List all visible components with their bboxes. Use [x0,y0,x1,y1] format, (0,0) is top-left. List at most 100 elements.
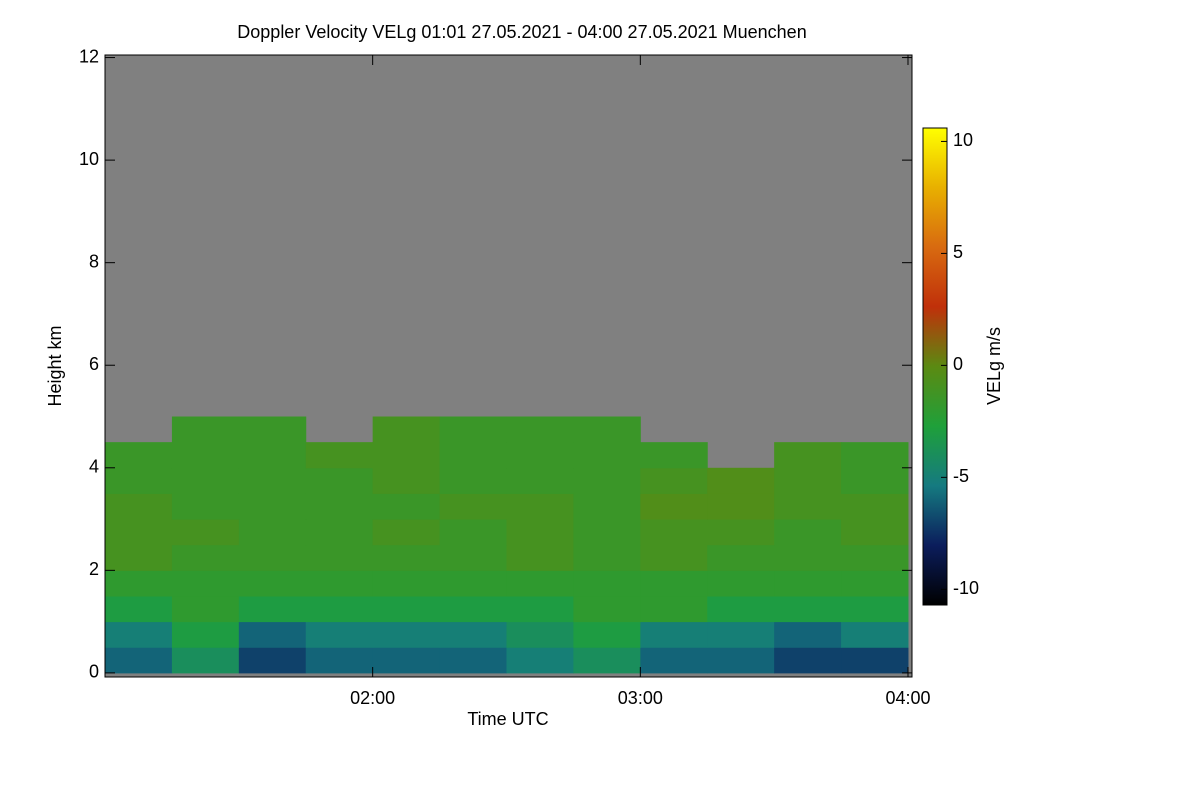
colorbar-tick-label: 0 [953,354,963,374]
heat-cell [841,595,909,623]
heat-cell [640,493,708,520]
heat-cell [305,621,374,648]
heat-cell [171,416,240,443]
heat-cell [305,467,374,494]
heat-cell [105,621,173,648]
heat-cell [506,570,574,597]
heat-cell [439,595,507,623]
y-tick-label: 0 [89,662,99,682]
heat-cell [841,493,909,520]
heat-cell [238,416,307,443]
heat-cell [372,544,441,571]
heat-cell [439,416,507,443]
y-tick-label: 8 [89,251,99,271]
colorbar-tick-label: -5 [953,466,969,486]
heat-cell [105,442,173,469]
heat-cell [841,519,909,546]
heat-cell [707,621,775,648]
heat-cell [439,493,507,520]
heat-cell [171,442,240,469]
heat-cell [238,519,307,546]
heat-cell [105,595,173,623]
heat-cell [105,647,173,674]
heat-cell [774,621,842,648]
heat-cell [305,647,374,674]
heat-cell [841,442,909,469]
heat-cell [439,519,507,546]
heat-cell [238,467,307,494]
heat-cell [439,544,507,571]
x-tick-label: 03:00 [618,688,663,708]
heat-cell [774,570,842,597]
heat-cell [640,467,708,494]
heat-cell [640,544,708,571]
heat-cell [506,595,574,623]
y-tick-label: 10 [79,149,99,169]
heat-cell [171,493,240,520]
heat-cell [105,467,173,494]
colorbar-tick-label: 10 [953,130,973,150]
heat-cell [573,621,641,648]
heat-cell [372,442,441,469]
heat-cell [774,519,842,546]
plot-frame [104,54,913,678]
heat-cell [573,442,641,469]
colorbar-label: VELg m/s [984,327,1004,405]
heat-cell [506,621,574,648]
heat-cell [774,467,842,494]
heat-cell [640,442,708,469]
heat-cell [573,544,641,571]
heat-cell [372,519,441,546]
heat-cell [841,467,909,494]
heat-cell [305,519,374,546]
heat-cell [439,570,507,597]
y-tick-label: 6 [89,354,99,374]
heat-cell [640,519,708,546]
heat-cell [841,570,909,597]
heat-cell [238,442,307,469]
heat-cell [238,595,307,623]
heat-cell [372,493,441,520]
heat-cell [305,595,374,623]
heat-cell [439,647,507,674]
heat-cell [305,544,374,571]
heat-cell [238,493,307,520]
heat-cell [573,467,641,494]
heat-cell [305,442,374,469]
y-tick-label: 2 [89,559,99,579]
heat-cell [573,416,641,443]
chart-title: Doppler Velocity VELg 01:01 27.05.2021 -… [237,22,806,42]
heat-cell [171,544,240,571]
heat-cell [573,595,641,623]
heat-cell [171,570,240,597]
heat-cell [439,621,507,648]
heat-cell [707,467,775,494]
colorbar-tick-label: 5 [953,242,963,262]
heat-cell [707,647,775,674]
heat-cell [774,544,842,571]
heat-cell [640,595,708,623]
heat-cell [305,570,374,597]
heat-cell [506,442,574,469]
heat-cell [640,570,708,597]
heat-cell [573,519,641,546]
heat-cell [774,647,842,674]
heat-cell [841,647,909,674]
heat-cell [238,570,307,597]
heat-cell [105,493,173,520]
heat-cell [506,416,574,443]
heat-cell [506,493,574,520]
heat-cell [774,595,842,623]
heat-cell [640,621,708,648]
heat-cell [372,621,441,648]
heat-cell [372,570,441,597]
colorbar-tick-label: -10 [953,578,979,598]
heat-cell [238,544,307,571]
heat-cell [105,570,173,597]
heat-cell [506,467,574,494]
heat-cell [171,647,240,674]
heat-cell [774,493,842,520]
heat-cell [573,493,641,520]
heat-cell [372,467,441,494]
